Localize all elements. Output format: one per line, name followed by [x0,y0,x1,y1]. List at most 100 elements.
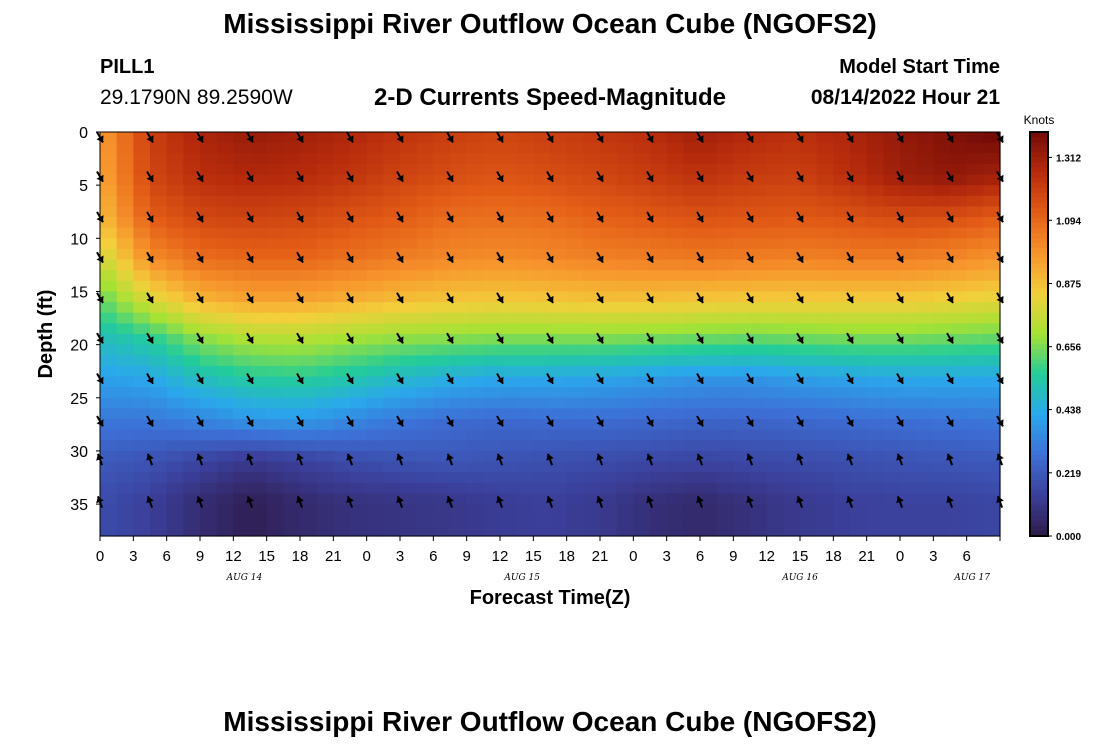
current-vector [296,131,304,143]
heatmap-cell [600,419,618,431]
heatmap-cell [800,312,818,324]
heatmap-cell [583,397,601,410]
heatmap-cell [216,493,234,505]
heatmap-cell [883,387,901,399]
heatmap-cell [933,312,951,324]
colorbar-cell [1030,455,1048,461]
heatmap-cell [883,206,901,218]
heatmap-cell [666,280,684,293]
heatmap-cell [833,429,851,441]
heatmap-cell [583,238,601,250]
heatmap-cell [500,312,518,324]
heatmap-cell [900,429,918,441]
heatmap-cell [550,461,568,473]
heatmap-cell [166,429,184,441]
heatmap-cell [966,227,984,239]
heatmap-cell [983,387,1001,399]
colorbar-cell [1030,222,1048,229]
heatmap-cell [600,493,618,505]
heatmap-cell [700,376,718,388]
current-vector [446,372,454,385]
heatmap-cell [500,419,518,431]
heatmap-cell [566,291,584,303]
heatmap-cell [450,493,468,505]
heatmap-cell [650,206,668,218]
heatmap-cell [700,302,718,314]
current-vector [796,332,804,344]
heatmap-cell [600,440,618,452]
heatmap-cell [933,450,951,463]
current-vector [846,332,854,344]
heatmap-cell [316,291,334,303]
heatmap-cell [766,450,784,463]
heatmap-cell [116,259,134,271]
heatmap-cell [600,504,618,516]
colorbar-cell [1030,344,1048,350]
chart-subtitle: 2-D Currents Speed-Magnitude [373,84,727,111]
heatmap-cell [116,450,134,463]
heatmap-cell [250,206,268,218]
heatmap-cell [566,142,584,154]
colorbar-cell [1030,384,1048,391]
heatmap-cell [700,291,718,303]
heatmap-cell [716,312,734,324]
heatmap-cell [616,344,634,356]
heatmap-cell [850,217,868,229]
colorbar-cell [1030,349,1048,355]
heatmap-cell [866,206,884,218]
heatmap-cell [100,302,118,314]
heatmap-cell [383,419,401,431]
heatmap-cell [816,450,834,463]
heatmap-cell [433,163,451,176]
heatmap-cell [716,270,734,282]
heatmap-cell [116,291,134,303]
heatmap-cell [966,248,984,261]
current-vector [296,415,304,427]
heatmap-cell [333,355,351,367]
heatmap-cell [683,142,701,154]
heatmap-cell [350,334,368,346]
heatmap-cell [683,185,701,197]
heatmap-cell [466,291,484,303]
heatmap-cell [316,206,334,218]
heatmap-cell [966,493,984,505]
heatmap-cell [550,365,568,378]
heatmap-cell [600,217,618,229]
heatmap-cell [800,195,818,208]
colorbar-cell [1030,354,1048,360]
heatmap-cell [983,504,1001,516]
heatmap-cell [216,238,234,250]
heatmap-cell [633,514,651,526]
heatmap-cell [250,302,268,314]
heatmap-cell [150,195,168,208]
heatmap-cell [233,461,251,473]
current-vector [196,332,204,344]
heatmap-cell [900,472,918,484]
heatmap-cell [450,365,468,378]
heatmap-cell [750,334,768,346]
heatmap-cell [800,334,818,346]
heatmap-cell [733,142,751,154]
heatmap-cell [183,291,201,303]
heatmap-cell [300,482,318,495]
x-tick-label: 18 [825,548,842,565]
current-vector [696,332,704,344]
heatmap-cell [483,482,501,495]
current-vector [646,211,654,223]
current-vector [546,292,554,304]
heatmap-cell [633,334,651,346]
heatmap-cell [416,461,434,473]
heatmap-cell [150,163,168,176]
heatmap-cell [700,174,718,186]
heatmap-cell [716,185,734,197]
heatmap-cell [983,429,1001,441]
heatmap-cell [983,525,1001,537]
heatmap-cell [933,323,951,335]
current-vector [546,332,554,344]
heatmap-cell [300,504,318,516]
heatmap-cell [366,238,384,250]
heatmap-cell [483,174,501,186]
heatmap-cell [316,429,334,441]
heatmap-cell [800,142,818,154]
heatmap-cell [966,195,984,208]
